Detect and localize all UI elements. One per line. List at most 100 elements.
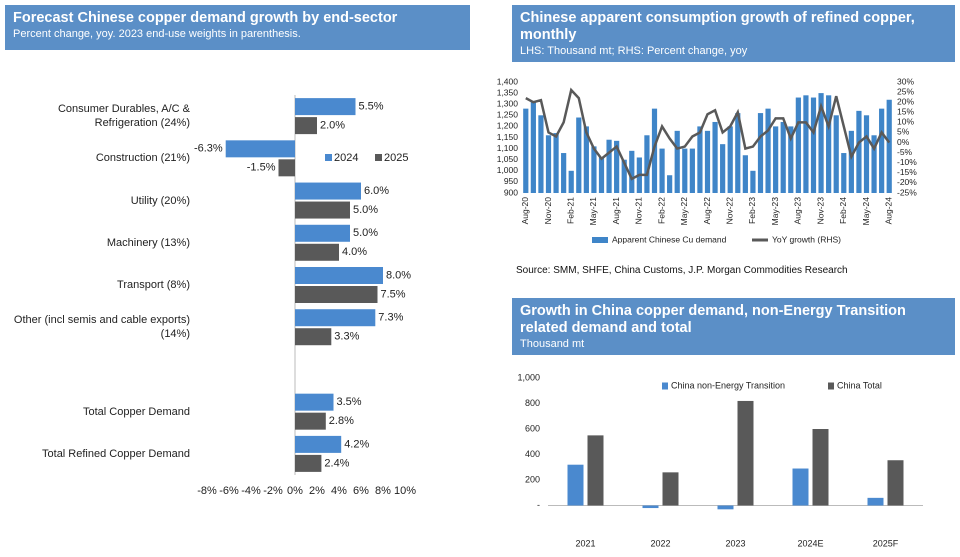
bar bbox=[848, 130, 854, 193]
bar bbox=[295, 435, 342, 453]
bar bbox=[295, 182, 361, 200]
bar bbox=[642, 505, 659, 509]
bar bbox=[644, 135, 650, 193]
chart-title: Growth in China copper demand, non-Energ… bbox=[520, 303, 906, 336]
data-label: 3.5% bbox=[337, 396, 362, 408]
y2-tick-label: 25% bbox=[897, 86, 914, 96]
y-tick-label: 800 bbox=[525, 398, 540, 408]
x-tick-label: 6% bbox=[353, 485, 369, 497]
bar bbox=[295, 243, 339, 261]
bar bbox=[614, 140, 620, 193]
bar bbox=[826, 95, 832, 193]
bar bbox=[812, 429, 829, 506]
data-label: -6.3% bbox=[194, 143, 223, 155]
y-tick-label: 1,000 bbox=[497, 165, 519, 175]
legend-label: YoY growth (RHS) bbox=[772, 234, 841, 244]
data-label: 2.4% bbox=[324, 457, 349, 469]
category-label: Consumer Durables, A/C & Refrigeration (… bbox=[57, 103, 190, 130]
legend-label: Apparent Chinese Cu demand bbox=[612, 234, 727, 244]
bar bbox=[792, 468, 809, 506]
bar bbox=[567, 464, 584, 506]
bar bbox=[523, 108, 529, 193]
bar bbox=[788, 126, 794, 193]
data-label: 3.3% bbox=[334, 331, 359, 343]
y-tick-label: 1,400 bbox=[497, 76, 519, 86]
x-tick-label: May-23 bbox=[770, 197, 780, 226]
bar bbox=[225, 140, 295, 158]
category-label: Transport (8%) bbox=[117, 279, 190, 291]
bar bbox=[682, 148, 688, 193]
y2-tick-label: -5% bbox=[897, 147, 913, 157]
y2-tick-label: 30% bbox=[897, 76, 914, 86]
y-tick-label: 950 bbox=[504, 176, 518, 186]
bar bbox=[621, 159, 627, 193]
bar bbox=[886, 99, 892, 193]
x-tick-label: 8% bbox=[375, 485, 391, 497]
bar bbox=[879, 108, 885, 193]
bar bbox=[568, 170, 574, 193]
y-tick-label: 1,350 bbox=[497, 87, 519, 97]
legend-swatch bbox=[662, 382, 668, 390]
data-label: 5.5% bbox=[359, 101, 384, 113]
data-label: 7.3% bbox=[378, 312, 403, 324]
bar bbox=[295, 412, 326, 430]
data-label: 4.0% bbox=[342, 246, 367, 258]
x-tick-label: -2% bbox=[263, 485, 283, 497]
y-tick-label: 1,100 bbox=[497, 143, 519, 153]
x-tick-label: 0% bbox=[287, 485, 303, 497]
data-label: 5.0% bbox=[353, 204, 378, 216]
bar bbox=[871, 135, 877, 193]
y-tick-label: 600 bbox=[525, 423, 540, 433]
x-tick-label: Nov-23 bbox=[815, 197, 825, 225]
bar bbox=[780, 121, 786, 193]
bar bbox=[295, 309, 376, 327]
bar bbox=[538, 115, 544, 193]
data-label: 2.0% bbox=[320, 120, 345, 132]
bar bbox=[887, 460, 904, 506]
y-tick-label: 1,050 bbox=[497, 154, 519, 164]
x-tick-label: Feb-21 bbox=[565, 197, 575, 224]
bar bbox=[818, 93, 824, 193]
y2-tick-label: 5% bbox=[897, 127, 910, 137]
bar bbox=[667, 175, 673, 193]
bar bbox=[295, 286, 378, 303]
chart-header: Chinese apparent consumption growth of r… bbox=[512, 5, 955, 62]
x-tick-label: May-21 bbox=[588, 197, 598, 226]
chart-subtitle: LHS: Thousand mt; RHS: Percent change, y… bbox=[520, 45, 748, 57]
x-tick-label: -6% bbox=[219, 485, 239, 497]
x-tick-label: Nov-20 bbox=[543, 197, 553, 225]
y2-tick-label: 0% bbox=[897, 137, 910, 147]
legend-swatch bbox=[375, 154, 382, 161]
y-tick-label: 1,150 bbox=[497, 132, 519, 142]
y-tick-label: 1,000 bbox=[517, 372, 540, 382]
chart-header: Growth in China copper demand, non-Energ… bbox=[512, 298, 955, 355]
line bbox=[525, 87, 891, 181]
bar bbox=[576, 117, 582, 193]
x-tick-label: 2022 bbox=[650, 538, 670, 548]
legend-label: China non-Energy Transition bbox=[671, 380, 785, 390]
bar bbox=[295, 201, 350, 219]
y-tick-label: 1,200 bbox=[497, 121, 519, 131]
bar bbox=[795, 97, 801, 193]
bar bbox=[606, 139, 612, 193]
bar bbox=[856, 110, 862, 193]
y2-tick-label: 10% bbox=[897, 117, 914, 127]
x-tick-label: 2025F bbox=[873, 538, 899, 548]
x-tick-label: -8% bbox=[197, 485, 217, 497]
data-label: 4.2% bbox=[344, 438, 369, 450]
legend-swatch bbox=[592, 237, 608, 243]
bar bbox=[742, 155, 748, 193]
data-label: 8.0% bbox=[386, 269, 411, 281]
chart-subtitle: Thousand mt bbox=[520, 338, 585, 350]
y-tick-label: 900 bbox=[504, 187, 518, 197]
bar bbox=[674, 130, 680, 193]
source-note: Source: SMM, SHFE, China Customs, J.P. M… bbox=[516, 265, 848, 276]
bar bbox=[867, 497, 884, 506]
data-label: 6.0% bbox=[364, 185, 389, 197]
x-tick-label: May-22 bbox=[679, 197, 689, 226]
x-tick-label: Nov-21 bbox=[634, 197, 644, 225]
x-tick-label: Aug-20 bbox=[520, 197, 530, 225]
bar bbox=[295, 393, 334, 411]
bar bbox=[773, 126, 779, 193]
